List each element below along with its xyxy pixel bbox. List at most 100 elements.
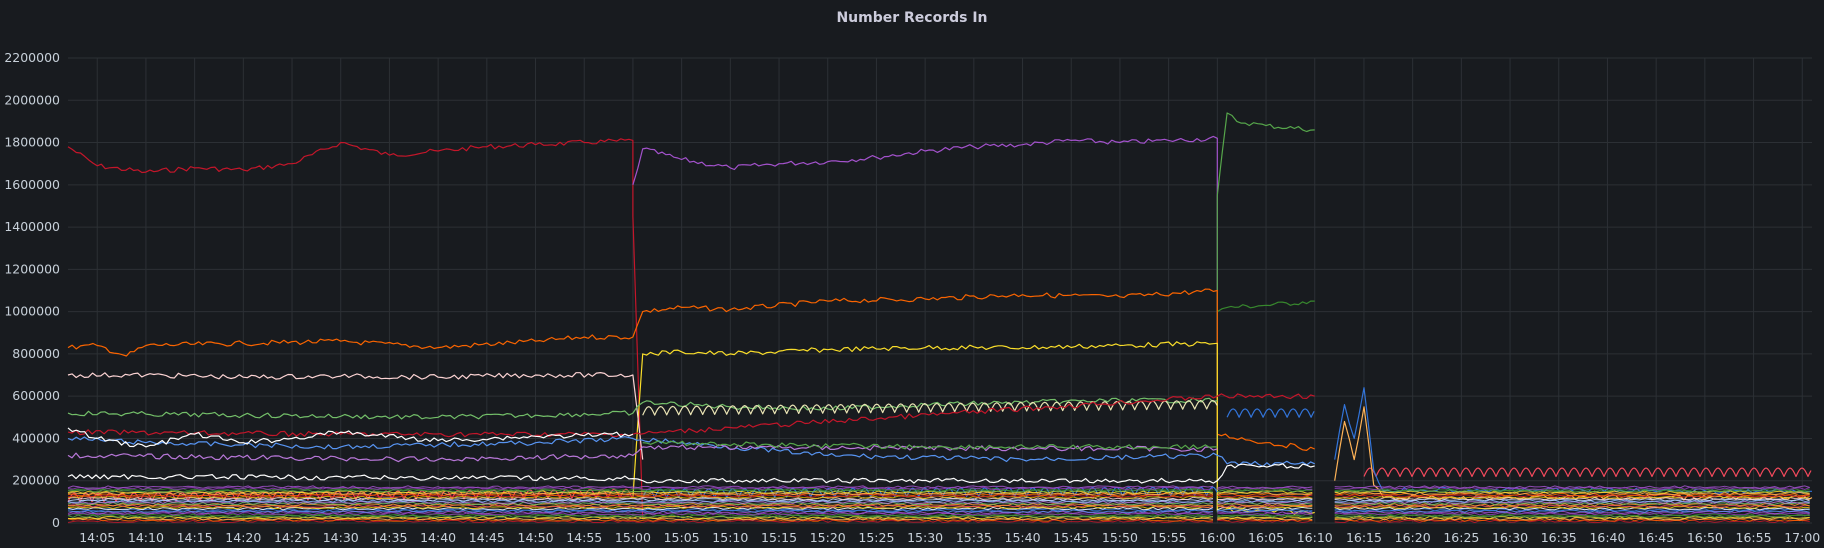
- x-tick-label: 14:10: [128, 530, 164, 545]
- y-tick-label: 2000000: [4, 92, 60, 107]
- x-tick-label: 15:35: [956, 530, 992, 545]
- y-tick-label: 0: [52, 515, 60, 530]
- series-line: [67, 463, 1315, 484]
- series-line: [1217, 516, 1313, 520]
- x-tick-label: 14:40: [420, 530, 456, 545]
- series-line: [67, 497, 1214, 502]
- x-tick-label: 16:10: [1297, 530, 1333, 545]
- x-tick-label: 14:15: [177, 530, 213, 545]
- x-tick-label: 16:40: [1589, 530, 1625, 545]
- x-tick-label: 16:00: [1199, 530, 1235, 545]
- series-line: [1334, 491, 1810, 496]
- series-line: [1217, 518, 1313, 522]
- x-axis: 14:05 14:10 14:15 14:20 14:25 14:30 14:35 14:40…: [79, 530, 1820, 545]
- x-tick-label: 17:00: [1784, 530, 1820, 545]
- x-tick-label: 16:45: [1638, 530, 1674, 545]
- series-line: [1217, 486, 1313, 491]
- x-tick-label: 15:05: [664, 530, 700, 545]
- series-line: [1217, 489, 1313, 493]
- series-line: [67, 496, 1214, 501]
- series-line: [1217, 494, 1313, 498]
- series-line: [1334, 505, 1810, 510]
- series-line: [642, 440, 1218, 450]
- y-tick-label: 800000: [12, 346, 60, 361]
- plot-area: [67, 112, 1813, 524]
- series-line: [1334, 506, 1810, 511]
- series-line: [67, 516, 1214, 521]
- series-line: [67, 499, 1214, 503]
- y-tick-label: 1800000: [4, 135, 60, 150]
- panel-title[interactable]: Number Records In: [836, 10, 988, 26]
- x-tick-label: 15:30: [907, 530, 943, 545]
- series-line: [67, 393, 1315, 438]
- series-line: [67, 513, 1214, 517]
- x-tick-label: 15:40: [1005, 530, 1041, 545]
- series-line: [1216, 300, 1315, 313]
- series-line: [1334, 498, 1810, 502]
- x-tick-label: 14:55: [566, 530, 602, 545]
- x-tick-label: 16:05: [1248, 530, 1284, 545]
- x-tick-label: 15:25: [858, 530, 894, 545]
- series-line: [1217, 485, 1313, 489]
- y-axis: 0 200000 400000 600000 800000 1000000 1200000 1…: [4, 50, 60, 530]
- series-line: [1217, 508, 1313, 512]
- x-tick-label: 15:10: [712, 530, 748, 545]
- series-line: [67, 397, 1218, 420]
- x-tick-label: 14:50: [518, 530, 554, 545]
- grid-lines: [68, 57, 1812, 524]
- series-line: [67, 444, 1218, 463]
- y-tick-label: 400000: [12, 430, 60, 445]
- series-line: [67, 504, 1214, 508]
- series-line: [1334, 485, 1810, 489]
- series-line: [1334, 489, 1810, 493]
- series-line: [67, 288, 1315, 451]
- series-line: [1334, 387, 1812, 494]
- series-line: [67, 519, 1214, 524]
- series-line: [1217, 496, 1313, 501]
- x-tick-label: 14:35: [371, 530, 407, 545]
- series-line: [1226, 408, 1315, 418]
- x-tick-label: 16:35: [1541, 530, 1577, 545]
- series-line: [1217, 506, 1313, 511]
- series-line: [67, 491, 1214, 496]
- series-line: [67, 427, 634, 448]
- series-line: [67, 436, 1315, 467]
- y-tick-label: 1400000: [4, 219, 60, 234]
- series-line: [1334, 501, 1810, 506]
- x-tick-label: 14:25: [274, 530, 310, 545]
- series-line: [1334, 500, 1810, 505]
- series-line: [1334, 494, 1810, 498]
- series-line: [642, 399, 1218, 416]
- series-line: [1334, 492, 1810, 497]
- x-tick-label: 16:30: [1492, 530, 1528, 545]
- series-line: [67, 508, 1214, 512]
- x-tick-label: 14:45: [469, 530, 505, 545]
- x-tick-label: 15:55: [1151, 530, 1187, 545]
- series-line: [632, 135, 1218, 511]
- series-line: [67, 138, 644, 519]
- x-tick-label: 15:00: [615, 530, 651, 545]
- x-tick-label: 15:15: [761, 530, 797, 545]
- series-line: [67, 500, 1214, 505]
- series-line: [67, 372, 644, 460]
- series-line: [1334, 513, 1810, 517]
- x-tick-label: 16:50: [1687, 530, 1723, 545]
- x-tick-label: 14:05: [79, 530, 115, 545]
- series-line: [67, 495, 1214, 500]
- series-line: [1217, 491, 1313, 496]
- series-line: [67, 489, 1214, 493]
- series-line: [67, 485, 1214, 489]
- x-tick-label: 16:25: [1443, 530, 1479, 545]
- y-tick-label: 600000: [12, 388, 60, 403]
- x-tick-label: 16:55: [1736, 530, 1772, 545]
- x-tick-label: 16:20: [1395, 530, 1431, 545]
- series-line: [632, 341, 1315, 515]
- y-tick-label: 1000000: [4, 304, 60, 319]
- x-tick-label: 15:50: [1102, 530, 1138, 545]
- x-tick-label: 14:20: [225, 530, 261, 545]
- y-tick-label: 200000: [12, 473, 60, 488]
- series-line: [1334, 504, 1810, 508]
- series-line: [67, 506, 1214, 511]
- x-tick-label: 15:45: [1053, 530, 1089, 545]
